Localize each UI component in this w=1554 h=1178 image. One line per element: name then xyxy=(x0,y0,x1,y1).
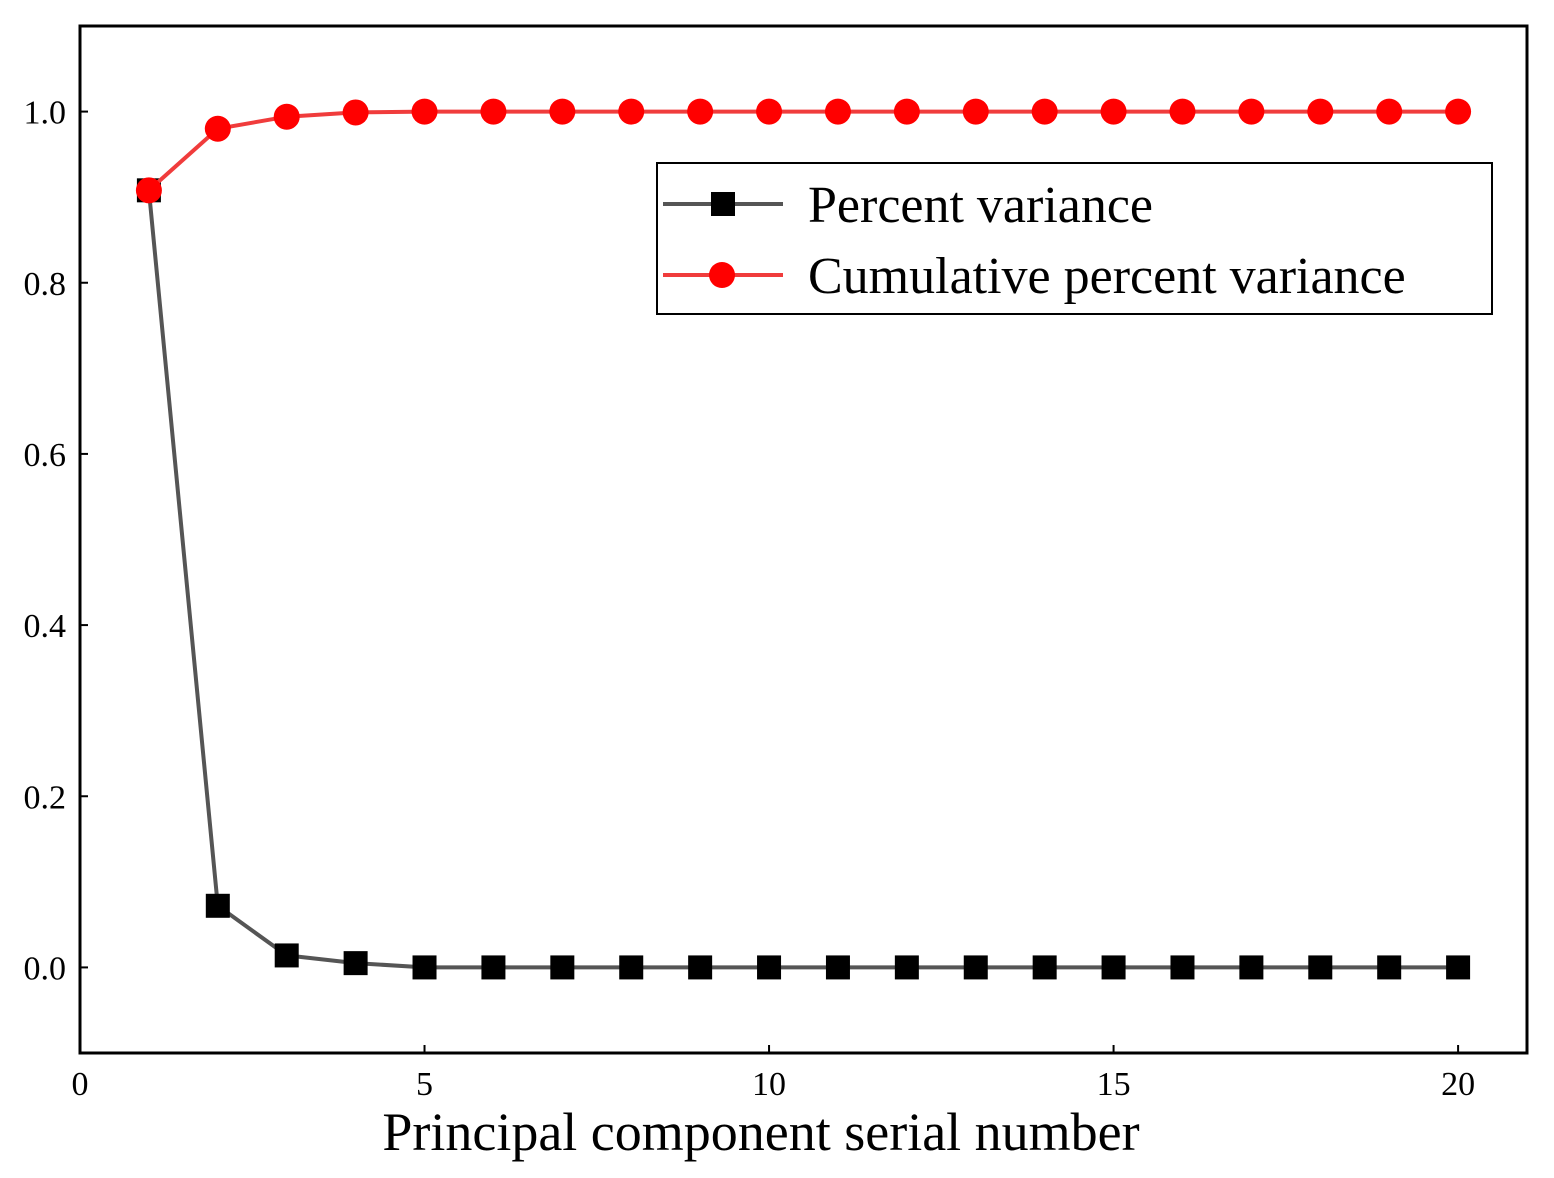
legend: Percent variance Cumulative percent vari… xyxy=(656,162,1493,315)
data-point-cumulative-percent-variance xyxy=(1376,98,1403,125)
data-point-cumulative-percent-variance xyxy=(411,98,438,125)
data-point-percent-variance xyxy=(894,955,919,980)
plot-area-frame xyxy=(78,24,1529,1055)
data-point-percent-variance xyxy=(550,955,575,980)
x-axis-title: Principal component serial number xyxy=(382,1102,1139,1162)
data-point-percent-variance xyxy=(1446,955,1471,980)
x-tick-label: 15 xyxy=(1097,1066,1131,1103)
data-point-percent-variance xyxy=(963,955,988,980)
data-point-percent-variance xyxy=(1032,955,1057,980)
data-point-percent-variance xyxy=(412,955,437,980)
data-point-cumulative-percent-variance xyxy=(549,98,576,125)
data-point-cumulative-percent-variance xyxy=(1307,98,1334,125)
data-point-percent-variance xyxy=(1308,955,1333,980)
data-point-cumulative-percent-variance xyxy=(1031,98,1058,125)
data-point-cumulative-percent-variance xyxy=(1445,98,1472,125)
series-layer xyxy=(135,98,1472,980)
data-point-cumulative-percent-variance xyxy=(824,98,851,125)
legend-marker-square xyxy=(711,192,735,216)
legend-label-percent-variance: Percent variance xyxy=(808,177,1153,234)
data-point-percent-variance xyxy=(619,955,644,980)
data-point-cumulative-percent-variance xyxy=(273,103,300,130)
data-point-percent-variance xyxy=(343,951,368,976)
y-tick-label: 1.0 xyxy=(24,95,67,132)
y-tick-label: 0.4 xyxy=(24,608,67,645)
data-point-cumulative-percent-variance xyxy=(342,99,369,126)
x-tick-label: 5 xyxy=(416,1066,433,1103)
y-tick-label: 0.2 xyxy=(24,779,67,816)
data-point-cumulative-percent-variance xyxy=(1100,98,1127,125)
data-point-percent-variance xyxy=(1170,955,1195,980)
data-point-cumulative-percent-variance xyxy=(1238,98,1265,125)
data-point-percent-variance xyxy=(825,955,850,980)
y-tick-label: 0.0 xyxy=(24,950,67,987)
y-tick-label: 0.6 xyxy=(24,437,67,474)
data-point-percent-variance xyxy=(205,893,230,918)
axis-ticks: 0 5 10 15 20 0.0 0.2 0.4 0.6 0.8 1.0 xyxy=(24,95,1476,1103)
data-point-percent-variance xyxy=(274,943,299,968)
data-point-cumulative-percent-variance xyxy=(962,98,989,125)
data-point-cumulative-percent-variance xyxy=(480,98,507,125)
data-point-percent-variance xyxy=(1239,955,1264,980)
data-point-cumulative-percent-variance xyxy=(618,98,645,125)
data-point-cumulative-percent-variance xyxy=(204,115,231,142)
data-point-percent-variance xyxy=(757,955,782,980)
x-tick-label: 20 xyxy=(1441,1066,1475,1103)
data-point-percent-variance xyxy=(1101,955,1126,980)
data-point-cumulative-percent-variance xyxy=(1169,98,1196,125)
data-point-percent-variance xyxy=(688,955,713,980)
data-point-cumulative-percent-variance xyxy=(893,98,920,125)
y-tick-label: 0.8 xyxy=(24,266,67,303)
x-tick-label: 0 xyxy=(72,1066,89,1103)
data-point-cumulative-percent-variance xyxy=(687,98,714,125)
x-tick-label: 10 xyxy=(752,1066,786,1103)
legend-label-cumulative-percent-variance: Cumulative percent variance xyxy=(808,248,1406,305)
legend-box xyxy=(656,162,1493,315)
data-point-cumulative-percent-variance xyxy=(135,177,162,204)
data-point-cumulative-percent-variance xyxy=(756,98,783,125)
legend-marker-circle xyxy=(709,262,735,288)
data-point-percent-variance xyxy=(1377,955,1402,980)
data-point-percent-variance xyxy=(481,955,506,980)
